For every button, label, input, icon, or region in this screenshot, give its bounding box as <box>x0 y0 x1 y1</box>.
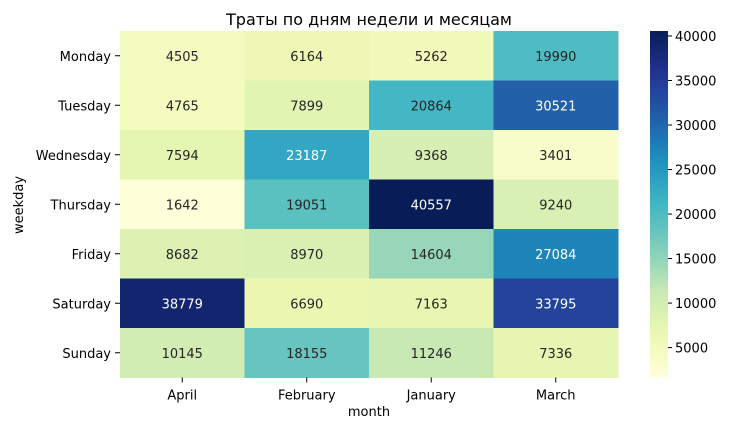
heatmap-cell <box>244 229 370 279</box>
heatmap-cell <box>493 130 619 180</box>
y-tick-label: Tuesday <box>57 99 111 114</box>
y-tick-label: Thursday <box>50 198 112 213</box>
heatmap-cell <box>369 80 494 131</box>
cell-value-label: 9240 <box>539 198 572 213</box>
heatmap-cell <box>369 278 494 329</box>
chart-title: Траты по дням недели и месяцам <box>225 10 512 29</box>
cell-value-label: 30521 <box>535 99 576 114</box>
cell-value-label: 33795 <box>535 297 576 312</box>
heatmap-cell <box>493 31 619 81</box>
cell-value-label: 9368 <box>415 149 448 164</box>
cell-value-label: 8970 <box>290 248 323 263</box>
heatmap-cell <box>493 179 619 230</box>
x-tick-label: March <box>536 389 576 404</box>
cell-value-label: 18155 <box>286 347 327 362</box>
y-tick-label: Monday <box>60 50 112 65</box>
heatmap-cell <box>493 278 619 329</box>
heatmap-cell <box>244 31 370 81</box>
heatmap-cell <box>120 31 245 81</box>
y-tick-label: Sunday <box>62 347 111 362</box>
heatmap-cell <box>120 229 245 279</box>
y-axis: Monday Tuesday Wednesday Thursday Friday Satu… <box>36 50 120 362</box>
cell-value-label: 20864 <box>411 99 452 114</box>
heatmap-cell <box>120 130 245 180</box>
cell-value-label: 3401 <box>539 149 572 164</box>
y-tick-label: Saturday <box>52 297 111 312</box>
cell-value-label: 11246 <box>411 347 452 362</box>
x-axis: April February January March <box>167 377 576 404</box>
heatmap-cell <box>244 328 370 378</box>
heatmap-cell <box>120 278 245 329</box>
x-axis-label: month <box>348 405 390 420</box>
cell-value-label: 8682 <box>166 248 199 263</box>
heatmap-cell <box>493 328 619 378</box>
x-tick-label: February <box>278 389 336 404</box>
colorbar-tick-label: 15000 <box>675 253 716 268</box>
colorbar-gradient <box>650 31 668 378</box>
cell-value-label: 27084 <box>535 248 576 263</box>
heatmap-cell <box>493 229 619 279</box>
heatmap-cell <box>244 179 370 230</box>
cell-value-label: 7594 <box>166 149 199 164</box>
cell-value-label: 7899 <box>290 99 323 114</box>
cell-value-label: 6164 <box>290 50 323 65</box>
colorbar-tick-label: 40000 <box>675 30 716 45</box>
colorbar-tick-label: 30000 <box>675 119 716 134</box>
heatmap-cell <box>369 179 494 230</box>
colorbar: 5000 10000 15000 20000 25000 30000 35000 40000 <box>650 30 716 378</box>
y-tick-label: Friday <box>72 248 112 263</box>
x-tick-label: January <box>406 389 457 404</box>
heatmap-cell <box>244 130 370 180</box>
y-axis-label: weekday <box>12 176 27 234</box>
heatmap-cell <box>244 278 370 329</box>
cell-value-label: 23187 <box>286 149 327 164</box>
cell-value-label: 38779 <box>162 297 203 312</box>
colorbar-tick-label: 5000 <box>675 342 708 357</box>
cell-value-label: 5262 <box>415 50 448 65</box>
heatmap-cell <box>120 80 245 131</box>
cell-value-label: 40557 <box>411 198 452 213</box>
cell-value-label: 14604 <box>411 248 452 263</box>
cell-value-label: 7336 <box>539 347 572 362</box>
colorbar-tick-label: 20000 <box>675 208 716 223</box>
cell-value-label: 1642 <box>166 198 199 213</box>
cell-value-label: 19990 <box>535 50 576 65</box>
heatmap-cells: 4505 6164 5262 19990 4765 7899 20864 30521 7594 2… <box>120 31 619 378</box>
heatmap-cell <box>369 229 494 279</box>
cell-value-label: 6690 <box>290 297 323 312</box>
x-tick-label: April <box>167 389 197 404</box>
colorbar-tick-label: 10000 <box>675 297 716 312</box>
cell-value-label: 19051 <box>286 198 327 213</box>
colorbar-tick-label: 35000 <box>675 74 716 89</box>
heatmap-cell <box>120 328 245 378</box>
colorbar-tick-label: 25000 <box>675 164 716 179</box>
heatmap-cell <box>244 80 370 131</box>
cell-value-label: 4505 <box>166 50 199 65</box>
cell-value-label: 10145 <box>162 347 203 362</box>
y-tick-label: Wednesday <box>36 149 112 164</box>
cell-value-label: 4765 <box>166 99 199 114</box>
heatmap-cell <box>369 130 494 180</box>
heatmap-cell <box>369 31 494 81</box>
heatmap-cell <box>120 179 245 230</box>
heatmap-cell <box>369 328 494 378</box>
cell-value-label: 7163 <box>415 297 448 312</box>
heatmap-cell <box>493 80 619 131</box>
